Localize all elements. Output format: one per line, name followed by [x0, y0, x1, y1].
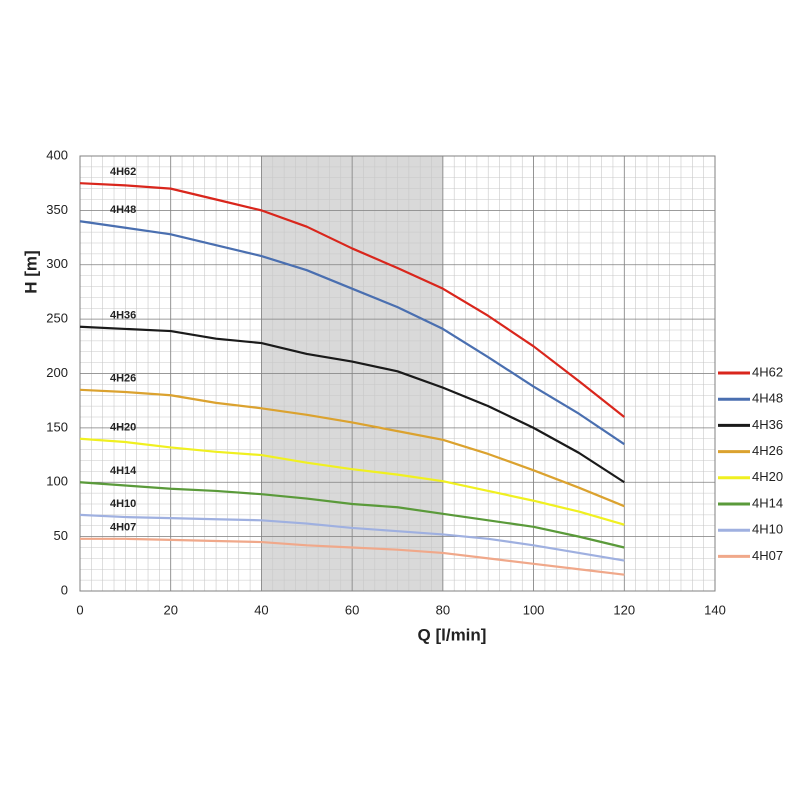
x-tick-label: 40	[254, 602, 268, 617]
series-line	[79, 325, 625, 484]
legend-label: 4H36	[752, 417, 783, 432]
y-tick-label: 50	[54, 528, 68, 543]
x-tick-label: 20	[163, 602, 177, 617]
y-tick-label: 400	[46, 147, 68, 162]
x-axis-title: Q [l/min]	[418, 625, 487, 644]
y-tick-label: 300	[46, 256, 68, 271]
plot-frame	[79, 155, 716, 592]
x-tick-label: 0	[76, 602, 83, 617]
series-line	[79, 481, 625, 549]
legend-label: 4H62	[752, 364, 783, 379]
legend-label: 4H26	[752, 443, 783, 458]
x-tick-label: 100	[523, 602, 545, 617]
y-tick-label: 350	[46, 202, 68, 217]
y-tick-label: 0	[61, 582, 68, 597]
y-tick-label: 250	[46, 311, 68, 326]
y-tick-label: 200	[46, 365, 68, 380]
curve-label: 4H36	[110, 310, 136, 322]
legend-label: 4H10	[752, 522, 783, 537]
series-line	[79, 182, 625, 418]
series-line	[79, 220, 625, 446]
x-tick-label: 80	[436, 602, 450, 617]
legend-label: 4H48	[752, 391, 783, 406]
y-axis-title: H [m]	[21, 250, 40, 293]
curve-label: 4H26	[110, 373, 136, 385]
legend-label: 4H20	[752, 469, 783, 484]
curve-label: 4H10	[110, 498, 136, 510]
curve-label: 4H62	[110, 166, 136, 178]
curve-label: 4H48	[110, 204, 136, 216]
series-line	[79, 388, 625, 508]
series-line	[79, 437, 625, 526]
y-tick-label: 100	[46, 474, 68, 489]
x-tick-label: 60	[345, 602, 359, 617]
x-tick-label: 140	[704, 602, 726, 617]
curve-label: 4H07	[110, 522, 136, 534]
series-line	[79, 513, 625, 562]
legend-label: 4H14	[752, 495, 783, 510]
curve-label: 4H20	[110, 422, 136, 434]
y-tick-label: 150	[46, 419, 68, 434]
x-tick-label: 120	[613, 602, 635, 617]
series-line	[80, 537, 625, 576]
curve-label: 4H14	[110, 465, 137, 477]
legend-label: 4H07	[752, 548, 783, 563]
